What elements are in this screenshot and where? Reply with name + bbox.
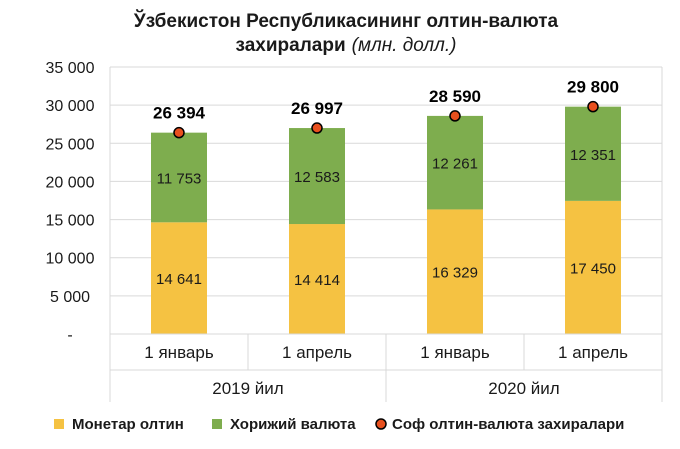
x-category-label: 1 апрель [558,343,628,362]
total-marker [587,100,599,113]
legend-label-currency: Хорижий валюта [230,416,356,433]
y-tick-label: 30 000 [46,98,95,115]
bars [151,106,621,334]
x-group-label: 2019 йил [212,379,283,398]
legend-swatch-gold [54,419,64,429]
total-labels: 26 394 26 997 28 590 29 800 [153,78,619,123]
legend-swatch-currency [212,419,222,429]
total-marker [173,126,185,139]
y-axis: - 5 000 10 000 15 000 20 000 25 000 30 000 35 0… [46,60,95,344]
chart-title-line2: захиралари (млн. долл.) [236,35,457,56]
total-markers [173,100,599,139]
segment-value-label: 14 414 [294,272,340,289]
total-value-label: 28 590 [429,87,481,106]
y-tick-label: 35 000 [46,60,95,77]
bar-segment-gold [565,200,621,334]
chart-title-unit: (млн. долл.) [352,35,457,56]
total-value-label: 29 800 [567,78,619,97]
bar-segment-gold [151,222,207,334]
y-tick-label: 25 000 [46,136,95,153]
total-marker [311,122,323,134]
legend: Монетар олтин Хорижий валюта Соф олтин-в… [54,416,624,433]
segment-value-label: 17 450 [570,260,616,277]
total-marker [449,110,461,122]
segment-value-label: 16 329 [432,265,478,282]
segment-value-label: 12 583 [294,169,340,186]
legend-label-total: Соф олтин-валюта захиралари [392,416,624,433]
x-category-label: 1 апрель [282,343,352,362]
x-group-label: 2020 йил [488,379,559,398]
bar-segment-currency [151,132,207,223]
chart-title-line1: Ўзбекистон Республикасининг олтин-валюта [133,10,559,32]
chart-title-main: захиралари [236,35,346,56]
segment-value-label: 12 351 [570,147,616,164]
segment-value-label: 14 641 [156,271,202,288]
total-value-label: 26 394 [153,104,206,123]
bar-segment-gold [427,209,483,334]
legend-marker-total [375,418,387,430]
bar-segment-currency [427,115,483,210]
y-tick-label: - [67,327,72,344]
segment-value-label: 12 261 [432,156,478,173]
bar-segment-gold [289,224,345,334]
bar-segment-currency [565,106,621,201]
x-axis: 1 январь 1 апрель 1 январь 1 апрель 2019 йил… [109,333,663,402]
legend-label-gold: Монетар олтин [72,416,184,433]
bar-segment-currency [289,128,345,225]
segment-labels: 14 641 11 753 14 414 12 583 16 329 12 261 17 4… [156,147,616,289]
x-category-label: 1 январь [420,343,490,362]
y-tick-label: 5 000 [50,289,90,306]
x-category-label: 1 январь [144,343,214,362]
y-tick-label: 10 000 [46,251,95,268]
total-value-label: 26 997 [291,99,343,118]
y-tick-label: 20 000 [46,174,95,191]
y-tick-label: 15 000 [46,213,95,230]
segment-value-label: 11 753 [157,170,202,187]
